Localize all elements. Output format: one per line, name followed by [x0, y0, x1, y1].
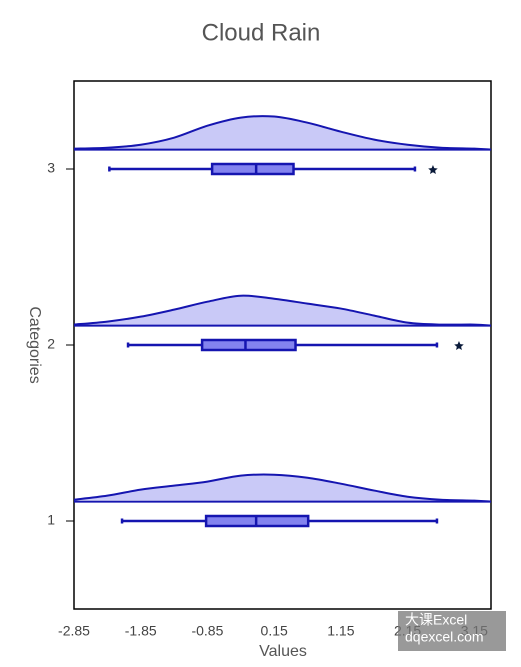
watermark-text: dqexcel.com	[405, 629, 484, 645]
x-tick-label: 1.15	[327, 623, 354, 639]
x-tick-label: 0.15	[261, 623, 288, 639]
box	[210, 162, 295, 176]
density-cloud	[73, 473, 492, 503]
outlier	[454, 341, 464, 351]
y-tick-label: 1	[47, 512, 55, 528]
x-tick-label: -1.85	[125, 623, 157, 639]
watermark-text: 大课Excel	[405, 612, 467, 628]
y-axis-label: Categories	[26, 306, 43, 383]
x-tick-label: -2.85	[58, 623, 90, 639]
y-tick-label: 2	[47, 336, 55, 352]
outlier	[428, 165, 438, 175]
box	[200, 338, 297, 352]
chart-title: Cloud Rain	[202, 19, 321, 46]
y-tick-label: 3	[47, 160, 55, 176]
density-cloud	[73, 115, 492, 151]
watermark-bg	[398, 611, 506, 651]
density-cloud	[73, 294, 492, 327]
x-tick-label: -0.85	[191, 623, 223, 639]
x-axis-label: Values	[259, 643, 307, 660]
